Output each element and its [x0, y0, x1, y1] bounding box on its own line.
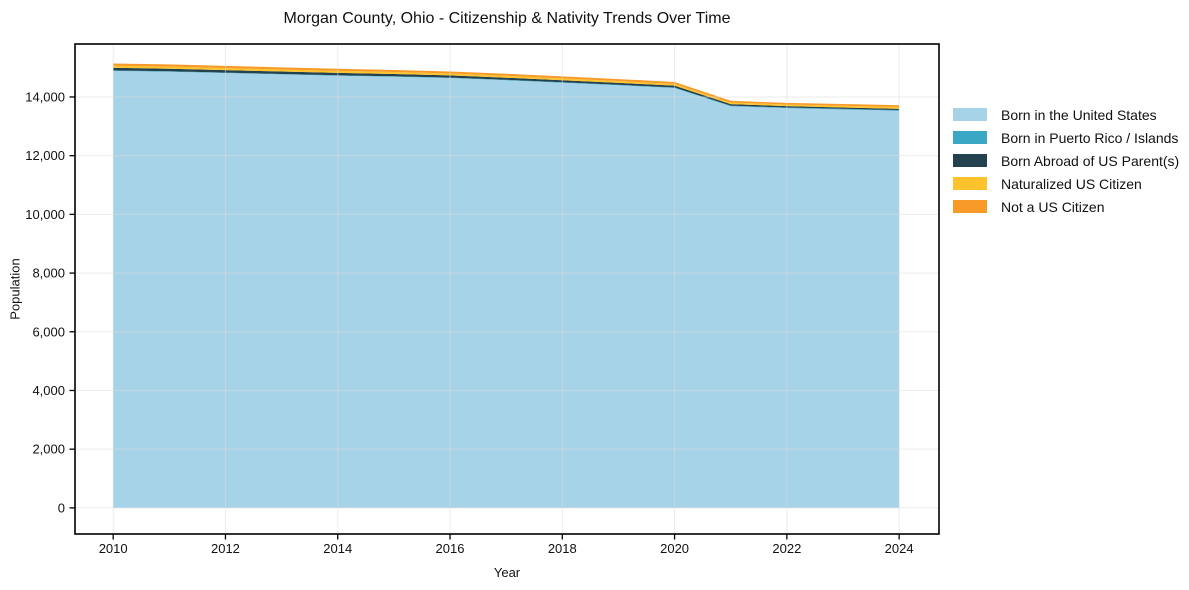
legend-item: Naturalized US Citizen [953, 172, 1179, 195]
legend-item: Not a US Citizen [953, 195, 1179, 218]
y-tick-label: 12,000 [25, 148, 65, 163]
legend-label: Born Abroad of US Parent(s) [1001, 152, 1180, 169]
y-tick-label: 10,000 [25, 207, 65, 222]
x-tick-label: 2010 [99, 541, 128, 556]
legend-item: Born in the United States [953, 103, 1179, 126]
y-tick-label: 2,000 [32, 442, 65, 457]
legend-label: Born in Puerto Rico / Islands [1001, 129, 1179, 146]
legend-label: Naturalized US Citizen [1001, 175, 1142, 192]
legend-label: Born in the United States [1001, 106, 1157, 123]
legend-swatch [953, 177, 987, 190]
legend-swatch [953, 200, 987, 213]
legend-swatch [953, 131, 987, 144]
x-tick-label: 2016 [436, 541, 465, 556]
y-tick-label: 14,000 [25, 89, 65, 104]
x-tick-label: 2012 [211, 541, 240, 556]
y-tick-label: 6,000 [32, 324, 65, 339]
x-tick-label: 2014 [323, 541, 352, 556]
area-series-0 [113, 70, 900, 508]
x-axis-label: Year [493, 565, 521, 580]
y-tick-label: 0 [58, 500, 65, 515]
x-tick-label: 2020 [660, 541, 689, 556]
x-tick-label: 2018 [548, 541, 577, 556]
x-tick-label: 2024 [885, 541, 914, 556]
legend: Born in the United States Born in Puerto … [953, 103, 1179, 218]
chart-title: Morgan County, Ohio - Citizenship & Nati… [283, 10, 731, 27]
legend-item: Born in Puerto Rico / Islands [953, 126, 1179, 149]
y-tick-label: 4,000 [32, 383, 65, 398]
legend-item: Born Abroad of US Parent(s) [953, 149, 1179, 172]
y-axis-label: Population [7, 258, 23, 320]
legend-swatch [953, 108, 987, 121]
legend-swatch [953, 154, 987, 167]
y-tick-label: 8,000 [32, 266, 65, 281]
plot-box [74, 43, 940, 535]
legend-label: Not a US Citizen [1001, 198, 1105, 215]
x-tick-label: 2022 [772, 541, 801, 556]
